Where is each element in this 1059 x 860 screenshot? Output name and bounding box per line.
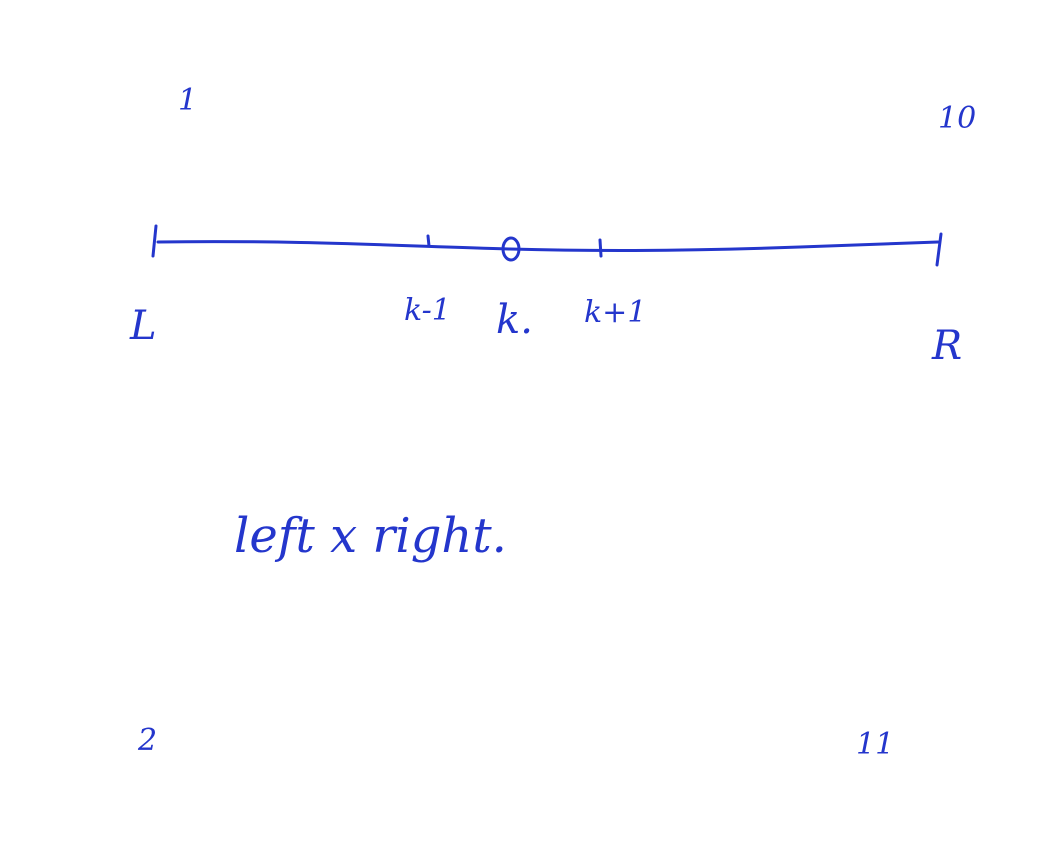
number-line bbox=[156, 240, 940, 252]
point-k-circle bbox=[501, 236, 521, 262]
right-endpoint-mark bbox=[935, 232, 943, 267]
left-endpoint-mark bbox=[151, 224, 158, 258]
tick-k-plus-1 bbox=[598, 238, 603, 258]
axis-label-right: R bbox=[932, 323, 963, 369]
corner-label-bottom-right: 11 bbox=[856, 727, 895, 762]
corner-label-top-right: 10 bbox=[938, 101, 977, 136]
tick-label-k: k. bbox=[496, 297, 533, 343]
note-text: left x right. bbox=[234, 508, 507, 564]
corner-label-bottom-left: 2 bbox=[138, 723, 158, 758]
tick-k-minus-1 bbox=[426, 234, 431, 248]
axis-label-left: L bbox=[130, 303, 157, 349]
tick-label-k-minus-1: k-1 bbox=[404, 293, 451, 328]
tick-label-k-plus-1: k+1 bbox=[584, 295, 647, 330]
corner-label-top-left: 1 bbox=[178, 83, 198, 118]
